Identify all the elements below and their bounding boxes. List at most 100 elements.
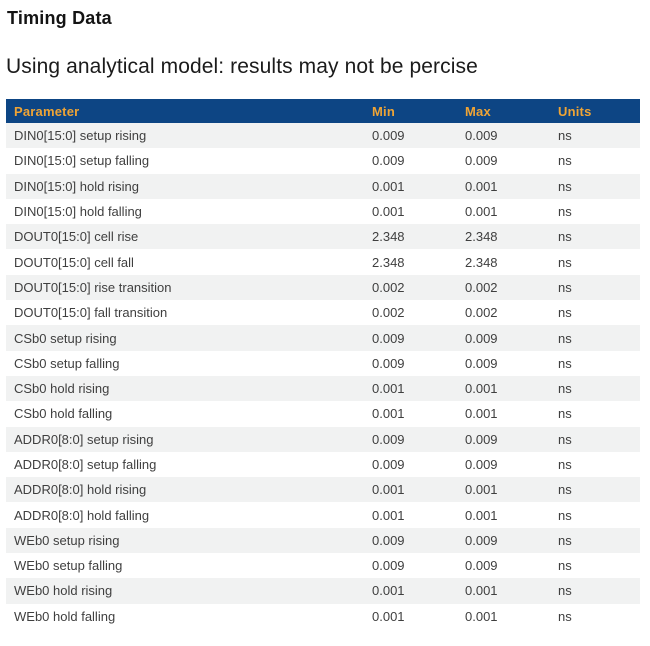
table-row: WEb0 hold falling 0.001 0.001 ns (6, 603, 640, 629)
min-cell: 0.009 (372, 431, 405, 447)
units-cell: ns (558, 204, 572, 220)
parameter-cell: DOUT0[15:0] cell rise (14, 229, 139, 245)
min-cell: 0.002 (372, 305, 405, 321)
units-cell: ns (558, 355, 572, 371)
max-cell: 2.348 (465, 229, 498, 245)
max-cell: 0.002 (465, 279, 498, 295)
min-cell: 0.001 (372, 406, 405, 422)
units-cell: ns (558, 153, 572, 169)
parameter-cell: WEb0 setup falling (14, 558, 123, 574)
max-cell: 0.001 (465, 406, 498, 422)
max-cell: 0.009 (465, 330, 498, 346)
max-cell: 0.009 (465, 431, 498, 447)
units-cell: ns (558, 457, 572, 472)
parameter-cell: DIN0[15:0] setup falling (14, 153, 150, 169)
timing-data-table: Parameter Min Max Units DIN0[15:0] setup… (6, 99, 640, 629)
table-header-row: Parameter Min Max Units (6, 99, 640, 123)
units-cell: ns (558, 178, 572, 194)
units-cell: ns (558, 305, 572, 321)
parameter-cell: WEb0 setup rising (14, 532, 120, 548)
column-header-parameter: Parameter (6, 99, 364, 123)
table-row: WEb0 hold rising 0.001 0.001 ns (6, 578, 640, 604)
min-cell: 2.348 (372, 254, 405, 270)
units-cell: ns (558, 406, 572, 422)
table-row: DOUT0[15:0] cell rise 2.348 2.348 ns (6, 224, 640, 250)
units-cell: ns (558, 128, 572, 144)
parameter-cell: DIN0[15:0] hold rising (14, 178, 140, 194)
parameter-cell: CSb0 setup falling (14, 355, 120, 371)
parameter-cell: DIN0[15:0] setup rising (14, 128, 147, 144)
table-row: ADDR0[8:0] setup rising 0.009 0.009 ns (6, 426, 640, 452)
max-cell: 0.009 (465, 153, 498, 169)
units-cell: ns (558, 583, 572, 599)
parameter-cell: CSb0 setup rising (14, 330, 117, 346)
table-row: WEb0 setup falling 0.009 0.009 ns (6, 553, 640, 579)
units-cell: ns (558, 254, 572, 270)
max-cell: 0.001 (465, 583, 498, 599)
units-cell: ns (558, 431, 572, 447)
units-cell: ns (558, 532, 572, 548)
table-row: CSb0 setup falling 0.009 0.009 ns (6, 350, 640, 376)
min-cell: 0.009 (372, 153, 405, 169)
max-cell: 0.001 (465, 507, 498, 523)
parameter-cell: WEb0 hold rising (14, 583, 113, 599)
min-cell: 0.001 (372, 204, 405, 220)
table-row: DIN0[15:0] setup rising 0.009 0.009 ns (6, 123, 640, 149)
parameter-cell: ADDR0[8:0] hold falling (14, 507, 150, 523)
table-row: DIN0[15:0] setup falling 0.009 0.009 ns (6, 148, 640, 174)
min-cell: 0.009 (372, 330, 405, 346)
table-row: DOUT0[15:0] rise transition 0.002 0.002 ns (6, 274, 640, 301)
max-cell: 0.009 (465, 355, 498, 371)
table-row: ADDR0[8:0] hold falling 0.001 0.001 ns (6, 502, 640, 528)
parameter-cell: DOUT0[15:0] fall transition (14, 305, 168, 321)
column-header-min: Min (364, 99, 457, 123)
table-row: CSb0 setup rising 0.009 0.009 ns (6, 325, 640, 351)
table-row: ADDR0[8:0] hold rising 0.001 0.001 ns (6, 477, 640, 503)
units-cell: ns (558, 608, 572, 624)
units-cell: ns (558, 381, 572, 397)
table-row: DOUT0[15:0] fall transition 0.002 0.002 ns (6, 300, 640, 326)
max-cell: 0.001 (465, 204, 498, 220)
units-cell: ns (558, 558, 572, 574)
parameter-cell: ADDR0[8:0] setup rising (14, 431, 154, 447)
table-row: CSb0 hold rising 0.001 0.001 ns (6, 375, 640, 402)
min-cell: 0.001 (372, 507, 405, 523)
min-cell: 0.009 (372, 558, 405, 574)
table-row: DIN0[15:0] hold falling 0.001 0.001 ns (6, 198, 640, 225)
min-cell: 0.001 (372, 381, 405, 397)
parameter-cell: WEb0 hold falling (14, 608, 116, 624)
min-cell: 0.009 (372, 355, 405, 371)
table-header: Parameter Min Max Units (6, 99, 640, 123)
min-cell: 0.001 (372, 482, 405, 498)
max-cell: 0.001 (465, 381, 498, 397)
table-row: WEb0 setup rising 0.009 0.009 ns (6, 527, 640, 554)
table-row: CSb0 hold falling 0.001 0.001 ns (6, 401, 640, 427)
parameter-cell: DOUT0[15:0] cell fall (14, 254, 134, 270)
min-cell: 2.348 (372, 229, 405, 245)
page-subtitle: Using analytical model: results may not … (6, 55, 478, 78)
units-cell: ns (558, 279, 572, 295)
max-cell: 2.348 (465, 254, 498, 270)
parameter-cell: ADDR0[8:0] setup falling (14, 457, 157, 472)
page-title: Timing Data (7, 8, 112, 28)
units-cell: ns (558, 507, 572, 523)
max-cell: 0.009 (465, 128, 498, 144)
max-cell: 0.009 (465, 532, 498, 548)
timing-table-body: DIN0[15:0] setup rising 0.009 0.009 ns DIN0[… (6, 123, 640, 629)
max-cell: 0.001 (465, 608, 498, 624)
max-cell: 0.002 (465, 305, 498, 321)
max-cell: 0.009 (465, 457, 498, 472)
min-cell: 0.009 (372, 532, 405, 548)
min-cell: 0.001 (372, 178, 405, 194)
column-header-units: Units (550, 99, 640, 123)
table-row: ADDR0[8:0] setup falling 0.009 0.009 ns (6, 451, 640, 478)
parameter-cell: CSb0 hold rising (14, 381, 110, 397)
units-cell: ns (558, 330, 572, 346)
max-cell: 0.001 (465, 482, 498, 498)
min-cell: 0.002 (372, 279, 405, 295)
table-row: DOUT0[15:0] cell fall 2.348 2.348 ns (6, 249, 640, 275)
max-cell: 0.001 (465, 178, 498, 194)
table-row: DIN0[15:0] hold rising 0.001 0.001 ns (6, 173, 640, 199)
min-cell: 0.001 (372, 608, 405, 624)
units-cell: ns (558, 229, 572, 245)
